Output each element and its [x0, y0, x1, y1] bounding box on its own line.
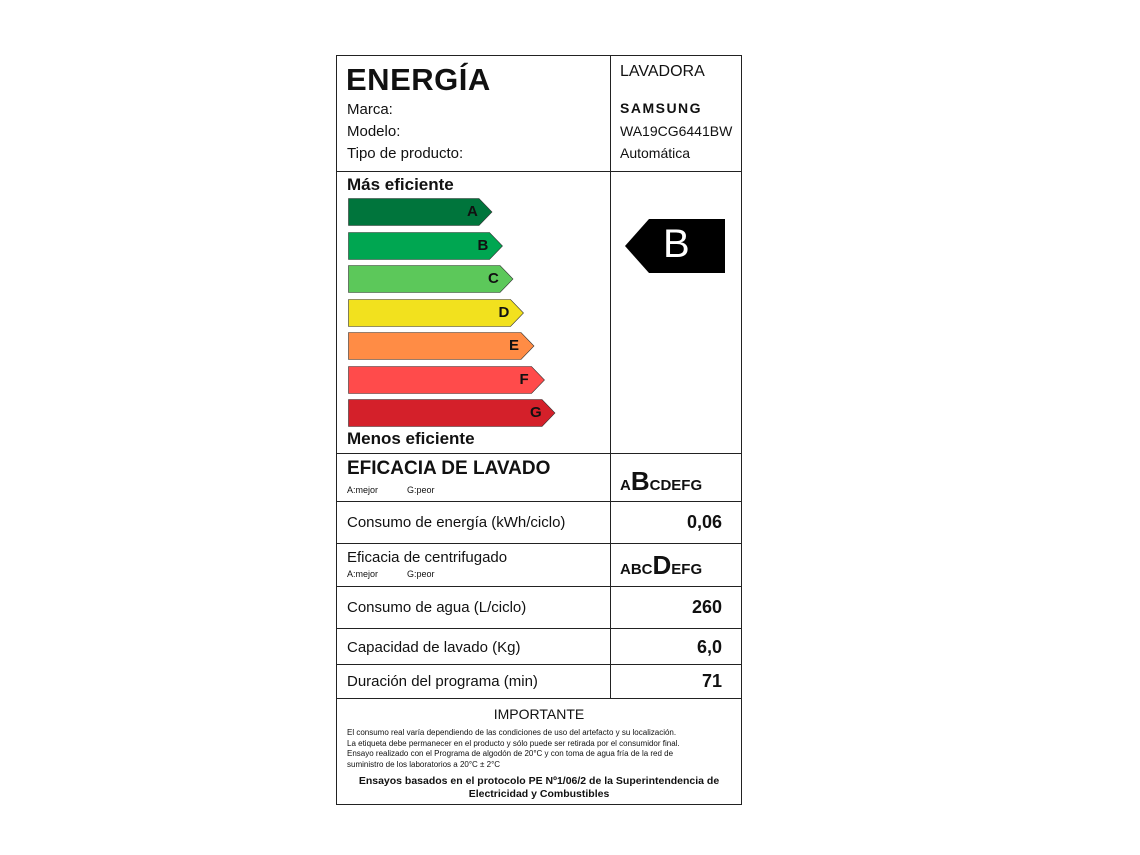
energy-consumption-label: Consumo de energía (kWh/ciclo): [347, 514, 566, 531]
spin-efficacy-grade: ABCDEFG: [620, 550, 702, 581]
label-title: ENERGÍA: [346, 62, 491, 97]
brand-logo: SAMSUNG: [620, 100, 703, 116]
divider: [337, 501, 741, 502]
grade-prefix: A: [620, 477, 631, 494]
note-line: La etiqueta debe permanecer en el produc…: [347, 738, 680, 748]
worst-note: G:peor: [407, 569, 435, 579]
best-note: A:mejor: [347, 569, 379, 579]
wash-efficacy-label: EFICACIA DE LAVADO: [347, 458, 551, 479]
note-line: El consumo real varía dependiendo de las…: [347, 728, 677, 737]
least-efficient-label: Menos eficiente: [347, 429, 475, 448]
energy-class-bar-d: D: [348, 298, 525, 327]
energy-class-letter: G: [530, 404, 542, 421]
water-consumption-value: 260: [691, 597, 722, 617]
grade-suffix: CDEFG: [649, 477, 703, 494]
energy-class-letter: C: [488, 270, 499, 287]
grade-highlight: B: [630, 466, 650, 496]
rating-letter: B: [663, 222, 690, 266]
divider: [337, 698, 741, 699]
most-efficient-label: Más eficiente: [347, 175, 454, 194]
energy-class-letter: E: [509, 337, 520, 354]
energy-class-letter: D: [498, 303, 510, 321]
energy-class-bar-a: A: [348, 198, 493, 226]
divider: [337, 453, 741, 454]
product-type-value: Automática: [620, 145, 691, 161]
rating-arrow: B: [625, 219, 725, 278]
protocol-note: Ensayos basados en el protocolo PE Nº1/0…: [358, 775, 720, 800]
grade-suffix: EFG: [671, 561, 703, 578]
note-line: Ensayo realizado con el Programa de algo…: [347, 749, 674, 758]
model-value: WA19CG6441BW: [620, 123, 733, 139]
divider: [337, 171, 741, 172]
capacity-label: Capacidad de lavado (Kg): [347, 639, 521, 656]
grade-highlight: D: [652, 550, 672, 580]
energy-class-bar-c: C: [348, 265, 514, 293]
energy-class-bar-g: G: [348, 399, 556, 427]
duration-label: Duración del programa (min): [347, 673, 538, 690]
divider: [337, 628, 741, 629]
energy-class-bar-f: F: [348, 365, 546, 394]
grade-prefix: ABC: [620, 561, 653, 578]
divider: [337, 543, 741, 544]
column-divider: [610, 56, 611, 698]
worst-note: G:peor: [407, 485, 435, 495]
spin-efficacy-label: Eficacia de centrifugado: [347, 549, 508, 566]
divider: [337, 664, 741, 665]
energy-label: ENERGÍA Marca: Modelo: Tipo de producto:…: [336, 55, 742, 805]
water-consumption-label: Consumo de agua (L/ciclo): [347, 599, 527, 616]
brand-label: Marca:: [347, 101, 393, 118]
model-label: Modelo:: [347, 123, 401, 140]
energy-class-letter: F: [519, 370, 529, 388]
important-notes: El consumo real varía dependiendo de las…: [347, 728, 737, 770]
energy-class-bar-b: B: [348, 231, 504, 260]
note-line: suministro de los laboratorios a 20°C ± …: [347, 759, 501, 769]
energy-class-letter: A: [467, 203, 478, 220]
duration-value: 71: [701, 671, 722, 691]
energy-class-letter: B: [477, 236, 489, 254]
product-type-label: Tipo de producto:: [347, 145, 464, 162]
energy-class-bar-e: E: [348, 332, 535, 360]
wash-efficacy-grade: ABCDEFG: [620, 466, 702, 497]
product-name: LAVADORA: [620, 63, 705, 80]
best-note: A:mejor: [347, 485, 379, 495]
energy-consumption-value: 0,06: [686, 512, 722, 532]
divider: [337, 586, 741, 587]
important-title: IMPORTANTE: [493, 706, 585, 722]
capacity-value: 6,0: [696, 637, 722, 657]
